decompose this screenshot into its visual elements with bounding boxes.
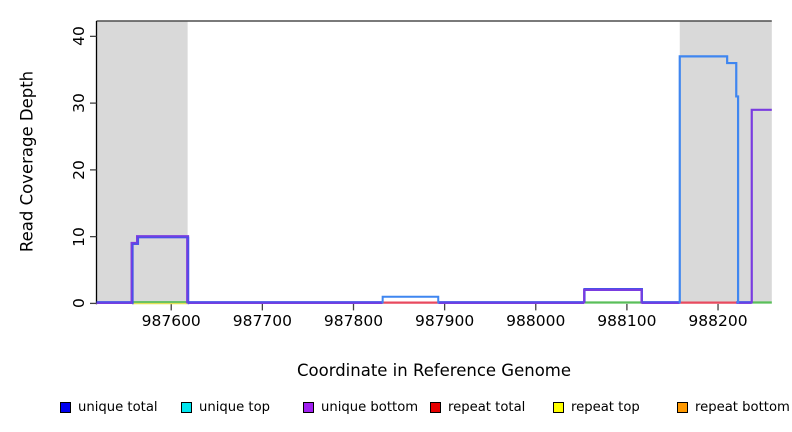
x-tick-label: 987600 <box>141 312 201 330</box>
unique-bottom-block-3-under <box>583 287 643 303</box>
unique-block-1 <box>132 236 190 305</box>
x-tick-label: 988100 <box>597 312 657 330</box>
unique-block-1-under <box>130 235 190 304</box>
y-axis-title: Read Coverage Depth <box>17 70 37 253</box>
unique-bottom-block-5 <box>750 108 772 304</box>
x-tick-label: 987900 <box>415 312 475 330</box>
highlight-region <box>679 21 772 304</box>
x-axis-title: Coordinate in Reference Genome <box>296 361 572 380</box>
x-tick-label: 987700 <box>232 312 292 330</box>
y-tick-label: 30 <box>70 93 88 113</box>
y-tick-label: 10 <box>70 226 88 247</box>
y-tick-label: 0 <box>70 298 88 309</box>
unique-total-block-2 <box>381 295 440 304</box>
x-tick-label: 987800 <box>323 312 384 330</box>
x-tick-label: 988200 <box>688 312 748 330</box>
highlight-region <box>96 21 188 304</box>
y-tick-label: 40 <box>70 26 88 47</box>
unique-total-block-4 <box>678 55 740 304</box>
x-tick-label: 988000 <box>506 312 566 330</box>
unique-bottom-block-3 <box>583 289 643 304</box>
y-tick-label: 20 <box>70 160 88 180</box>
